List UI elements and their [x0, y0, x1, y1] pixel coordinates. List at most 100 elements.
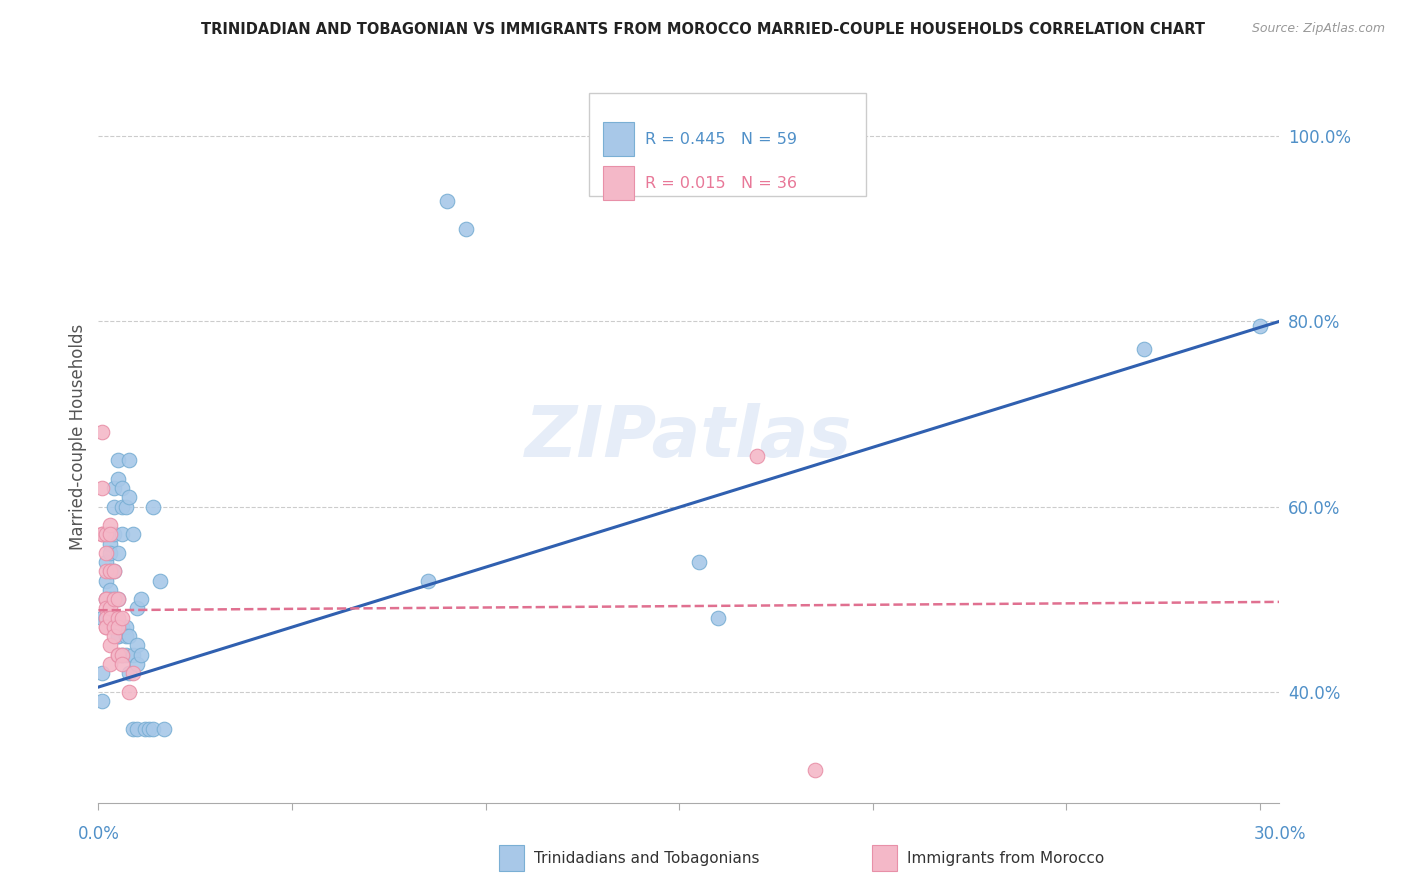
Point [98, 536, 121, 550]
Point [134, 722, 156, 736]
Point [111, 648, 134, 662]
Text: 30.0%: 30.0% [1253, 825, 1306, 843]
Point [107, 629, 129, 643]
Point [96, 527, 118, 541]
Point [138, 722, 160, 736]
Point [103, 629, 125, 643]
Point [98, 546, 121, 560]
Text: Trinidadians and Tobagonians: Trinidadians and Tobagonians [534, 851, 759, 865]
Point [91, 666, 114, 681]
Point [114, 629, 136, 643]
Point [127, 639, 149, 653]
Text: ZIPatlas: ZIPatlas [526, 402, 852, 472]
Point [103, 565, 125, 579]
Text: Source: ZipAtlas.com: Source: ZipAtlas.com [1251, 22, 1385, 36]
Point [98, 565, 121, 579]
Text: R = 0.015   N = 36: R = 0.015 N = 36 [645, 176, 797, 191]
Point [107, 592, 129, 607]
Point [122, 527, 145, 541]
Point [107, 629, 129, 643]
Point [142, 500, 165, 514]
Point [96, 555, 118, 569]
Point [96, 592, 118, 607]
Point [111, 610, 134, 624]
Point [98, 610, 121, 624]
Text: 0.0%: 0.0% [77, 825, 120, 843]
Point [107, 648, 129, 662]
Point [688, 555, 710, 569]
Point [91, 527, 114, 541]
Point [96, 620, 118, 634]
Point [111, 481, 134, 495]
Point [1249, 318, 1271, 333]
Point [98, 657, 121, 671]
Point [127, 657, 149, 671]
Point [114, 620, 136, 634]
Point [456, 221, 478, 235]
Point [153, 722, 176, 736]
Point [122, 722, 145, 736]
Point [103, 565, 125, 579]
Point [103, 500, 125, 514]
Point [96, 601, 118, 615]
Point [111, 648, 134, 662]
Point [129, 592, 152, 607]
Point [103, 481, 125, 495]
Point [96, 610, 118, 624]
Point [96, 565, 118, 579]
Point [103, 620, 125, 634]
Point [98, 518, 121, 533]
Point [98, 601, 121, 615]
Point [96, 592, 118, 607]
Y-axis label: Married-couple Households: Married-couple Households [69, 324, 87, 550]
Point [436, 194, 458, 208]
Point [107, 610, 129, 624]
Text: Immigrants from Morocco: Immigrants from Morocco [907, 851, 1104, 865]
Point [127, 722, 149, 736]
Point [103, 592, 125, 607]
Point [98, 582, 121, 597]
Text: TRINIDADIAN AND TOBAGONIAN VS IMMIGRANTS FROM MOROCCO MARRIED-COUPLE HOUSEHOLDS : TRINIDADIAN AND TOBAGONIAN VS IMMIGRANTS… [201, 22, 1205, 37]
Point [91, 527, 114, 541]
Point [107, 453, 129, 467]
Point [91, 481, 114, 495]
Point [103, 527, 125, 541]
Point [118, 666, 141, 681]
Point [91, 694, 114, 708]
Text: R = 0.445   N = 59: R = 0.445 N = 59 [645, 132, 797, 147]
Point [149, 574, 172, 588]
Point [118, 684, 141, 698]
Point [107, 472, 129, 486]
Point [707, 610, 730, 624]
Point [91, 425, 114, 440]
Point [103, 620, 125, 634]
Point [111, 500, 134, 514]
Point [114, 500, 136, 514]
Point [98, 565, 121, 579]
Point [107, 648, 129, 662]
Point [107, 546, 129, 560]
Point [107, 620, 129, 634]
Point [118, 629, 141, 643]
Point [111, 620, 134, 634]
Point [96, 592, 118, 607]
Point [114, 648, 136, 662]
Point [745, 449, 768, 463]
Point [416, 574, 439, 588]
Point [91, 610, 114, 624]
Point [142, 722, 165, 736]
Point [98, 592, 121, 607]
Point [96, 610, 118, 624]
Point [129, 648, 152, 662]
Point [804, 764, 827, 778]
Point [96, 574, 118, 588]
Point [96, 620, 118, 634]
Point [111, 657, 134, 671]
Point [122, 648, 145, 662]
Point [122, 666, 145, 681]
Point [98, 639, 121, 653]
Point [127, 601, 149, 615]
Point [107, 592, 129, 607]
Point [111, 527, 134, 541]
Point [118, 490, 141, 504]
